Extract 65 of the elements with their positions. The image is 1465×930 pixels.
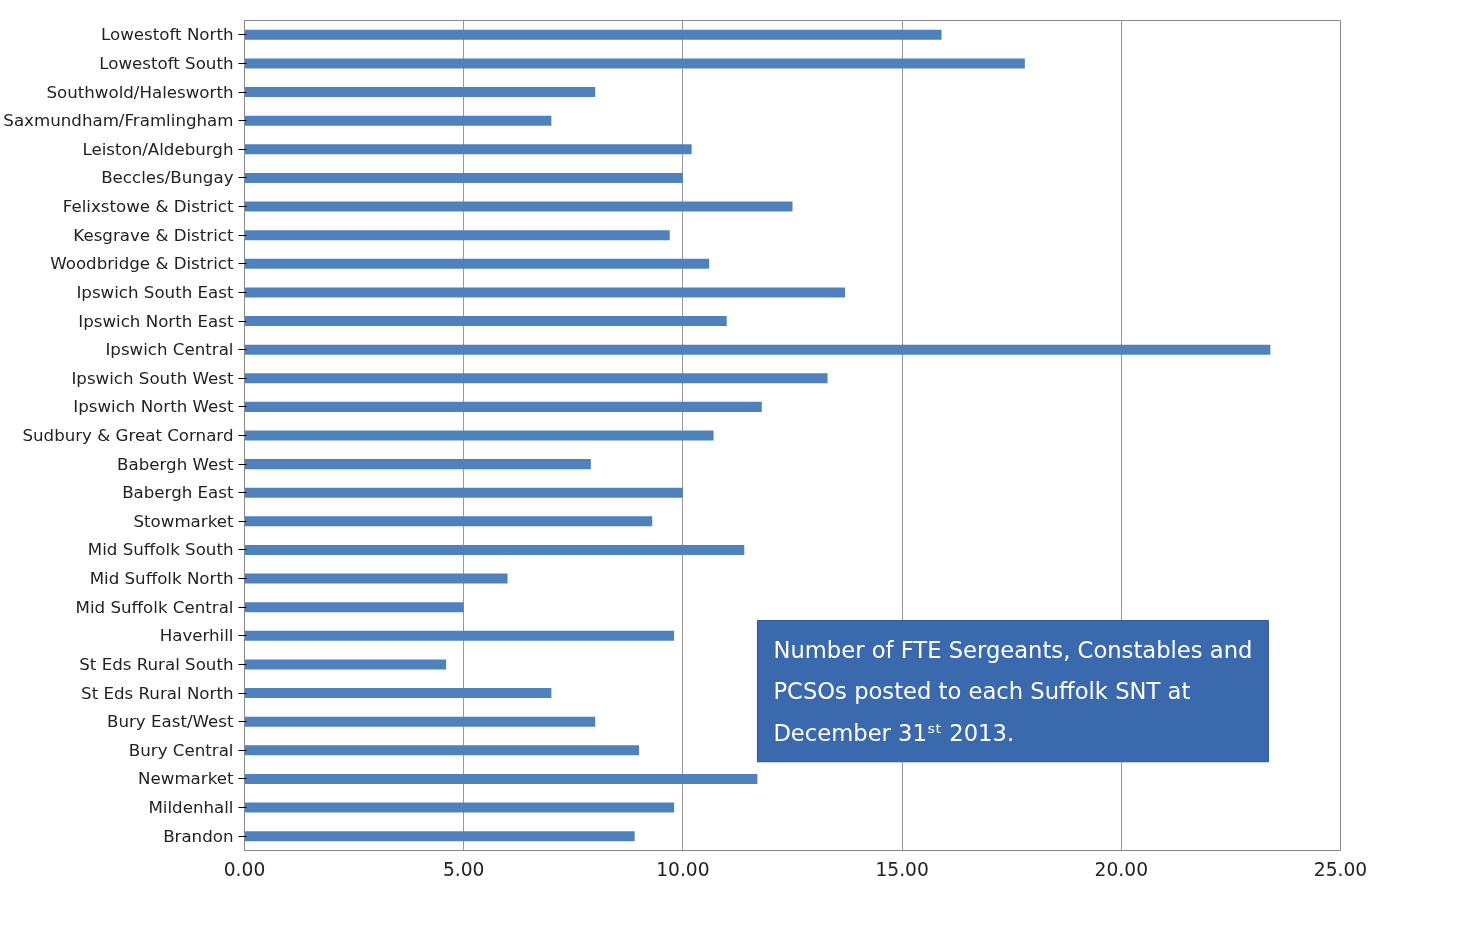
y-tick-label: St Eds Rural South xyxy=(79,654,234,674)
x-tick-label: 5.00 xyxy=(442,858,485,880)
x-tick-label: 15.00 xyxy=(875,858,929,880)
x-tick-label: 25.00 xyxy=(1313,858,1368,880)
bar xyxy=(244,831,635,842)
bar xyxy=(244,344,1271,355)
bar xyxy=(244,316,727,327)
y-tick-label: Lowestoft North xyxy=(101,25,234,45)
bar xyxy=(244,659,447,670)
y-tick-label: Leiston/Aldeburgh xyxy=(82,139,234,159)
bar xyxy=(244,58,1025,69)
bar xyxy=(244,87,596,98)
y-tick-label: Woodbridge & District xyxy=(50,254,234,274)
y-tick-label: Mid Suffolk North xyxy=(89,569,234,589)
bar xyxy=(244,487,683,498)
bar xyxy=(244,401,762,412)
bar xyxy=(244,144,692,155)
y-tick-label: Mid Suffolk South xyxy=(87,540,234,560)
y-tick-label: Lowestoft South xyxy=(99,53,234,73)
bar xyxy=(244,430,714,441)
y-tick-label: Mid Suffolk Central xyxy=(75,597,234,617)
bar xyxy=(244,716,596,727)
y-tick-label: Haverhill xyxy=(159,626,234,646)
y-tick-label: Felixstowe & District xyxy=(62,197,234,217)
bar xyxy=(244,573,508,584)
bar xyxy=(244,773,758,784)
bar xyxy=(244,230,670,241)
bar xyxy=(244,29,942,40)
bar xyxy=(244,258,710,269)
bar xyxy=(244,287,846,298)
y-tick-label: Stowmarket xyxy=(133,511,234,531)
y-tick-label: Bury East/West xyxy=(107,712,234,732)
bar xyxy=(244,516,653,527)
bar xyxy=(244,115,552,126)
y-tick-label: Newmarket xyxy=(138,769,234,789)
bar xyxy=(244,802,675,813)
y-tick-label: Brandon xyxy=(163,826,234,846)
y-tick-label: Babergh West xyxy=(117,454,234,474)
y-tick-label: Saxmundham/Framlingham xyxy=(3,111,234,131)
bar xyxy=(244,373,828,384)
x-tick-label: 10.00 xyxy=(656,858,710,880)
y-tick-label: Ipswich South East xyxy=(76,282,234,302)
y-tick-label: Mildenhall xyxy=(148,798,234,818)
y-tick-label: Kesgrave & District xyxy=(73,225,234,245)
bar xyxy=(244,172,683,183)
bar xyxy=(244,688,552,699)
y-tick-label: Sudbury & Great Cornard xyxy=(22,426,234,445)
bar xyxy=(244,745,640,756)
bar xyxy=(244,544,745,555)
y-tick-label: Beccles/Bungay xyxy=(101,168,234,188)
bar xyxy=(244,630,675,641)
x-tick-label: 0.00 xyxy=(223,858,266,880)
y-tick-label: Ipswich North West xyxy=(73,397,234,417)
y-tick-label: Southwold/Halesworth xyxy=(46,82,234,102)
bar xyxy=(244,459,591,470)
y-tick-label: St Eds Rural North xyxy=(81,683,234,703)
y-tick-label: Ipswich Central xyxy=(105,340,234,360)
y-tick-label: Ipswich South West xyxy=(71,368,234,388)
y-tick-label: Ipswich North East xyxy=(78,311,234,331)
y-tick-label: Babergh East xyxy=(122,483,234,503)
x-tick-label: 20.00 xyxy=(1094,858,1149,880)
bar xyxy=(244,201,793,212)
bar xyxy=(244,602,464,613)
y-tick-label: Bury Central xyxy=(128,740,234,760)
annotation: Number of FTE Sergeants, Constables and PCSOs posted to each Suffolk SNT at December 31ˢᵗ 2013. xyxy=(773,636,1253,746)
